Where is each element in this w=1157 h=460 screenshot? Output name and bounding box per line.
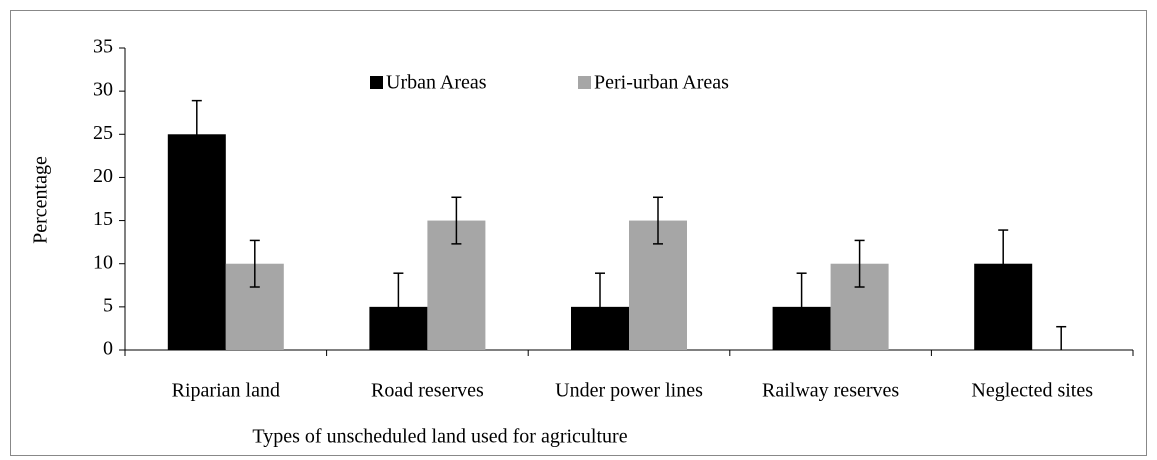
bar <box>167 134 226 350</box>
legend-swatch <box>578 76 591 89</box>
x-tick-label: Railway reserves <box>762 380 899 402</box>
y-axis-label: Percentage <box>30 156 52 244</box>
y-tick-label: 15 <box>93 208 113 230</box>
y-tick-label: 10 <box>93 251 113 273</box>
error-bar <box>653 196 663 245</box>
error-bar <box>796 272 807 342</box>
error-bar <box>854 239 865 288</box>
chart-frame <box>10 10 1147 456</box>
y-tick-label: 0 <box>103 338 113 360</box>
x-axis-label: Types of unscheduled land used for agric… <box>252 426 627 448</box>
error-bar <box>249 239 260 288</box>
error-bar <box>1056 325 1067 350</box>
y-tick-label: 20 <box>93 165 113 187</box>
y-tick-label: 30 <box>93 79 113 101</box>
x-tick-label: Under power lines <box>555 380 703 402</box>
error-bar <box>191 99 202 169</box>
legend-label: Peri-urban Areas <box>594 72 729 94</box>
error-bar <box>451 196 462 245</box>
error-bar <box>393 272 404 342</box>
error-bar <box>998 229 1009 299</box>
x-tick-label: Neglected sites <box>971 380 1093 402</box>
y-tick-label: 35 <box>93 36 113 58</box>
x-tick-label: Road reserves <box>371 380 484 402</box>
x-tick-label: Riparian land <box>172 380 280 402</box>
legend-label: Urban Areas <box>386 72 487 94</box>
error-bar <box>595 272 605 342</box>
y-tick-label: 25 <box>93 122 113 144</box>
legend-swatch <box>370 76 383 89</box>
y-tick-label: 5 <box>103 294 113 316</box>
